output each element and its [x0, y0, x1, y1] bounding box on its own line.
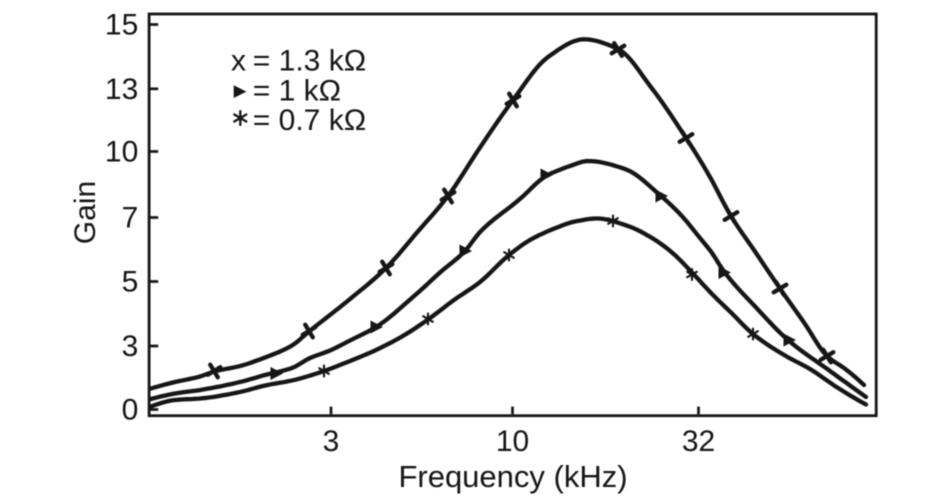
svg-text:x: x [231, 45, 246, 78]
svg-text:10: 10 [105, 136, 138, 169]
svg-text:5: 5 [122, 266, 139, 299]
svg-text:10: 10 [496, 425, 529, 458]
svg-text:13: 13 [105, 73, 138, 106]
svg-text:0: 0 [122, 394, 139, 427]
svg-text:= 0.7 kΩ: = 0.7 kΩ [253, 104, 366, 137]
svg-text:32: 32 [682, 425, 715, 458]
svg-text:Gain: Gain [69, 181, 102, 244]
svg-text:7: 7 [122, 202, 139, 235]
svg-text:Frequency (kHz): Frequency (kHz) [398, 459, 627, 494]
svg-text:3: 3 [122, 330, 139, 363]
svg-text:15: 15 [105, 9, 138, 42]
svg-text:= 1 kΩ: = 1 kΩ [253, 75, 341, 108]
svg-text:3: 3 [323, 425, 340, 458]
svg-text:= 1.3 kΩ: = 1.3 kΩ [253, 45, 366, 78]
